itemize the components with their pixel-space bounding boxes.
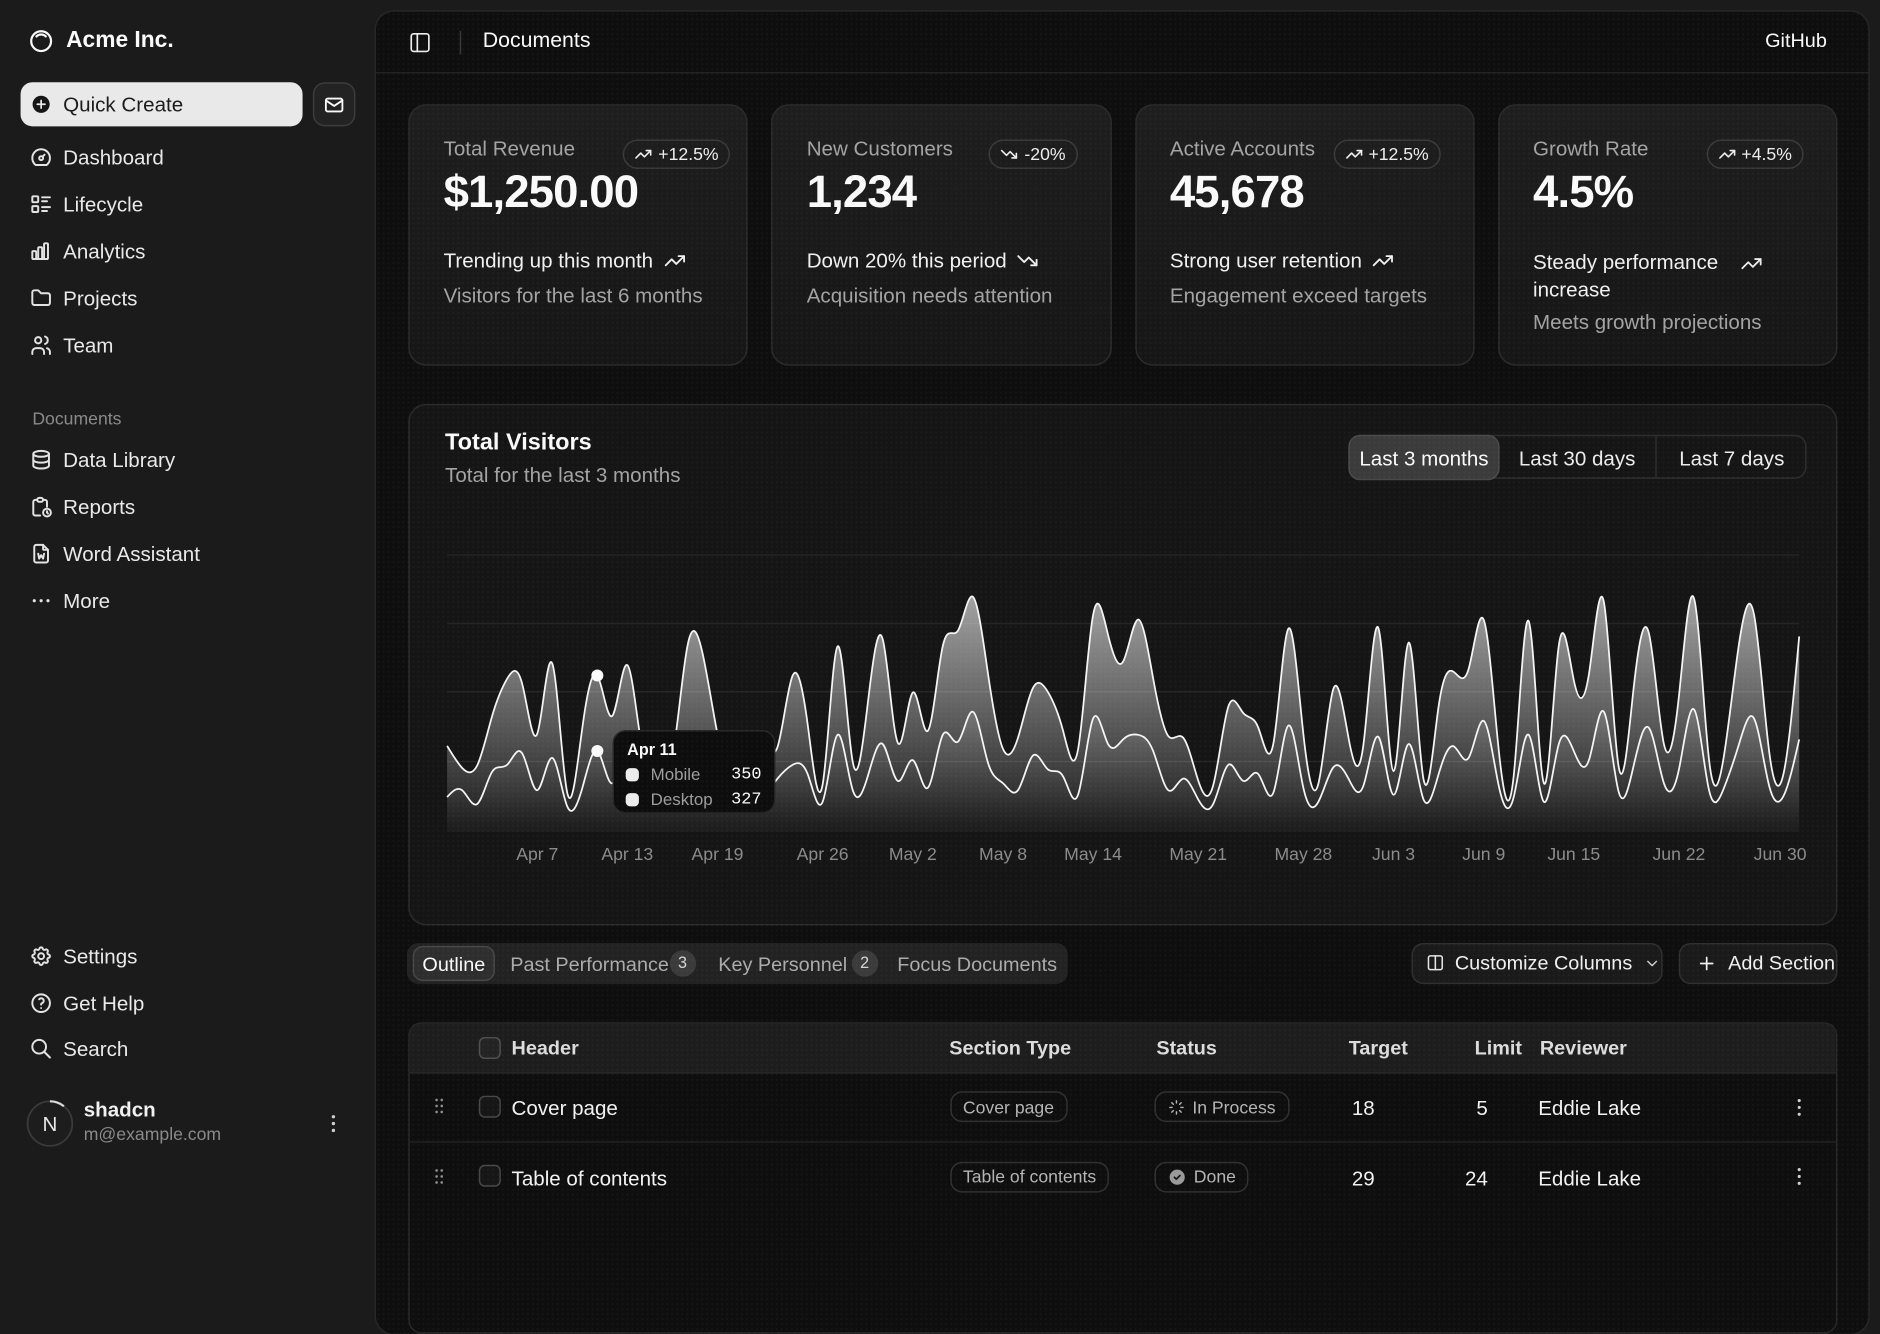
svg-text:Apr 19: Apr 19 [692, 844, 744, 864]
svg-text:May 2: May 2 [889, 844, 937, 864]
svg-text:Jun 15: Jun 15 [1547, 844, 1600, 864]
svg-text:Apr 7: Apr 7 [516, 844, 558, 864]
svg-text:N: N [43, 1113, 58, 1136]
svg-text:May 28: May 28 [1274, 844, 1332, 864]
svg-text:Apr 13: Apr 13 [601, 844, 653, 864]
svg-text:Jun 9: Jun 9 [1462, 844, 1505, 864]
svg-text:May 21: May 21 [1169, 844, 1227, 864]
svg-text:May 14: May 14 [1064, 844, 1122, 864]
svg-text:Jun 3: Jun 3 [1372, 844, 1415, 864]
svg-text:Jun 30: Jun 30 [1754, 844, 1807, 864]
svg-text:Jun 22: Jun 22 [1652, 844, 1705, 864]
svg-text:Apr 26: Apr 26 [797, 844, 849, 864]
svg-text:May 8: May 8 [979, 844, 1027, 864]
